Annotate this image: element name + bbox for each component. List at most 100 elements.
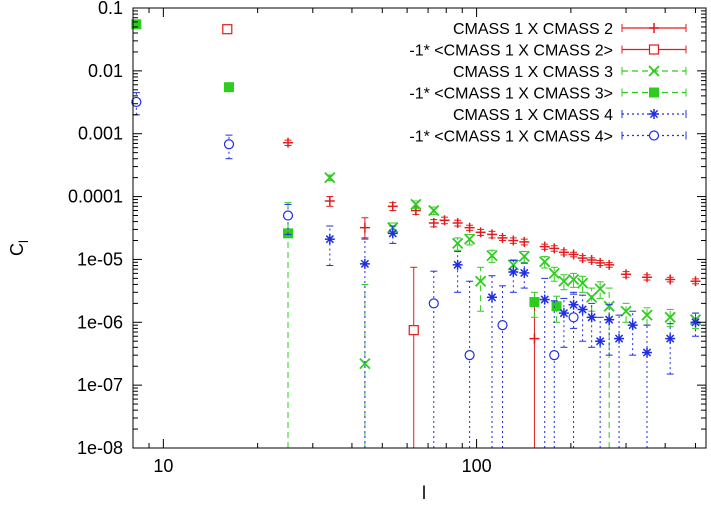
legend: CMASS 1 X CMASS 2 -1* <CMASS 1 X CMASS 2>… bbox=[409, 21, 687, 146]
data-point bbox=[604, 259, 615, 270]
y-tick-label: 1e-07 bbox=[77, 375, 123, 395]
y-tick-label: 1e-06 bbox=[77, 312, 123, 332]
data-point bbox=[549, 243, 560, 254]
data-point bbox=[576, 277, 589, 289]
y-tick-label: 1e-05 bbox=[77, 249, 123, 269]
data-point bbox=[620, 305, 632, 317]
legend-label: -1* <CMASS 1 X CMASS 3> bbox=[409, 86, 613, 103]
series-5 bbox=[324, 225, 701, 448]
data-point bbox=[558, 308, 569, 319]
y-tick-label: 1e-08 bbox=[77, 438, 123, 458]
data-point bbox=[487, 229, 498, 240]
data-point bbox=[474, 275, 487, 287]
data-point bbox=[641, 309, 653, 321]
data-point bbox=[594, 283, 606, 295]
data-point bbox=[690, 276, 701, 287]
series-2 bbox=[222, 24, 419, 448]
data-point bbox=[627, 320, 638, 331]
svg-text:Cl: Cl bbox=[7, 240, 31, 256]
data-point bbox=[428, 298, 439, 309]
y-tick-label: 0.0001 bbox=[68, 187, 123, 207]
legend-label: CMASS 1 X CMASS 3 bbox=[453, 64, 613, 81]
data-point bbox=[642, 347, 653, 358]
legend-label: CMASS 1 X CMASS 4 bbox=[453, 107, 613, 124]
data-point bbox=[539, 256, 551, 268]
data-point bbox=[283, 137, 294, 148]
data-point bbox=[577, 304, 588, 315]
data-point bbox=[558, 247, 569, 258]
legend-marker bbox=[649, 109, 659, 119]
data-point bbox=[463, 233, 476, 245]
data-point bbox=[568, 249, 579, 260]
data-point bbox=[387, 201, 398, 212]
data-point bbox=[548, 267, 560, 280]
data-point bbox=[539, 294, 550, 305]
y-tick-label: 0.01 bbox=[88, 61, 123, 81]
data-point bbox=[519, 267, 530, 278]
data-point bbox=[567, 273, 580, 286]
data-point bbox=[452, 237, 464, 250]
data-point bbox=[428, 204, 440, 217]
x-tick-label: 100 bbox=[462, 456, 492, 476]
legend-entry-6: -1* <CMASS 1 X CMASS 4> bbox=[409, 129, 687, 146]
data-point bbox=[690, 317, 701, 328]
y-tick-label: 0.1 bbox=[98, 0, 123, 18]
data-point bbox=[486, 249, 498, 262]
x-tick-label: 10 bbox=[153, 456, 173, 476]
data-point bbox=[282, 210, 294, 221]
legend-entry-1: CMASS 1 X CMASS 2 bbox=[453, 21, 687, 38]
data-point bbox=[359, 222, 370, 233]
y-axis-label: C bbox=[7, 243, 27, 256]
y-axis-label-subscript: l bbox=[16, 240, 31, 243]
data-point bbox=[577, 253, 588, 264]
x-axis-label: l bbox=[422, 483, 426, 503]
data-point bbox=[595, 336, 606, 347]
data-point bbox=[586, 254, 597, 265]
data-point bbox=[665, 274, 676, 285]
data-point bbox=[497, 320, 508, 331]
axis-layer: 0.1 0.01 0.001 0.0001 1e-05 1e-06 1e-07 1e-08 10… bbox=[68, 0, 707, 476]
legend-marker bbox=[648, 130, 660, 141]
series-6 bbox=[131, 92, 579, 448]
y-axis-label-group: Cl bbox=[7, 240, 31, 256]
data-point bbox=[222, 24, 233, 35]
legend-entry-3: CMASS 1 X CMASS 3 bbox=[453, 64, 687, 81]
data-point bbox=[614, 333, 625, 344]
data-point bbox=[549, 350, 560, 361]
data-point bbox=[223, 139, 235, 150]
legend-marker bbox=[648, 44, 660, 55]
data-point bbox=[410, 198, 422, 211]
data-point bbox=[359, 258, 370, 269]
legend-marker bbox=[648, 65, 660, 77]
data-point bbox=[508, 235, 519, 246]
data-point bbox=[558, 275, 570, 287]
legend-marker bbox=[649, 87, 659, 98]
data-point bbox=[604, 314, 615, 325]
data-point bbox=[508, 267, 519, 278]
data-point bbox=[539, 241, 550, 252]
data-point bbox=[452, 217, 463, 228]
data-point bbox=[475, 227, 486, 238]
data-point bbox=[586, 312, 597, 323]
data-point bbox=[387, 228, 398, 239]
legend-label: CMASS 1 X CMASS 2 bbox=[453, 21, 613, 38]
data-point bbox=[603, 300, 615, 312]
data-point bbox=[324, 196, 335, 207]
data-point bbox=[497, 232, 508, 243]
data-point bbox=[439, 215, 450, 226]
data-point bbox=[621, 269, 632, 280]
legend-entry-4: -1* <CMASS 1 X CMASS 3> bbox=[409, 86, 687, 103]
data-point bbox=[324, 172, 336, 184]
data-point bbox=[452, 259, 463, 270]
data-point bbox=[664, 311, 676, 323]
data-point bbox=[586, 291, 598, 303]
legend-marker bbox=[649, 23, 659, 33]
legend-label: -1* <CMASS 1 X CMASS 2> bbox=[409, 43, 613, 60]
data-point bbox=[551, 301, 562, 312]
data-point bbox=[529, 333, 540, 344]
data-point bbox=[519, 236, 530, 247]
data-point bbox=[131, 19, 142, 30]
data-point bbox=[464, 222, 475, 233]
